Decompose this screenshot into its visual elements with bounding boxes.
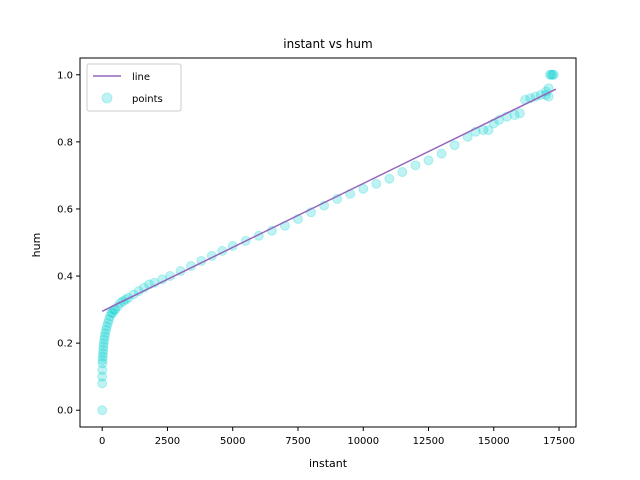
y-tick-label: 1.0 <box>57 70 73 81</box>
data-point <box>97 371 108 382</box>
legend-label-points: points <box>132 94 163 105</box>
y-tick-label: 0.6 <box>57 204 73 215</box>
data-point <box>546 69 557 80</box>
data-point <box>544 69 555 80</box>
data-point <box>514 108 525 119</box>
data-point <box>509 110 520 121</box>
data-point <box>97 351 108 362</box>
fit-line <box>101 88 557 312</box>
x-tick-label: 10000 <box>347 436 379 447</box>
data-point <box>99 331 110 342</box>
data-point <box>103 314 114 325</box>
y-tick-label: 0.0 <box>57 406 73 417</box>
data-point <box>101 321 112 332</box>
data-point <box>99 334 110 345</box>
data-point <box>547 69 558 80</box>
data-point <box>97 348 108 359</box>
y-tick-label: 0.2 <box>57 339 73 350</box>
data-point <box>98 338 109 349</box>
data-point <box>97 358 108 369</box>
y-axis-ticks: 0.0 0.2 0.4 0.6 0.8 1.0 <box>57 70 80 417</box>
data-point <box>106 307 117 318</box>
x-tick-label: 7500 <box>285 436 310 447</box>
data-point <box>100 328 111 339</box>
data-point <box>410 160 421 171</box>
y-tick-label: 0.8 <box>57 137 73 148</box>
x-tick-label: 2500 <box>155 436 180 447</box>
plot-area <box>97 69 559 416</box>
data-point <box>102 318 113 329</box>
legend: line points <box>86 63 182 112</box>
data-point <box>384 173 395 184</box>
x-tick-label: 0 <box>99 436 105 447</box>
data-point <box>423 155 434 166</box>
legend-label-line: line <box>132 72 150 83</box>
data-point <box>98 344 109 355</box>
x-tick-label: 5000 <box>220 436 245 447</box>
data-point <box>449 140 460 151</box>
data-point <box>105 311 116 322</box>
data-point <box>97 378 108 389</box>
data-point <box>397 167 408 178</box>
chart-title: instant vs hum <box>283 37 372 51</box>
y-axis-label: hum <box>30 233 43 258</box>
data-point <box>97 354 108 365</box>
data-point <box>436 148 447 159</box>
data-point <box>101 324 112 335</box>
data-point <box>358 183 369 194</box>
data-point <box>483 125 494 136</box>
x-tick-label: 15000 <box>478 436 510 447</box>
legend-point-swatch <box>101 92 113 104</box>
data-point <box>97 405 108 416</box>
x-axis-ticks: 0 2500 5000 7500 10000 12500 15000 17500 <box>99 427 575 447</box>
data-point <box>371 178 382 189</box>
x-tick-label: 17500 <box>543 436 575 447</box>
data-point <box>98 341 109 352</box>
data-point <box>548 69 559 80</box>
x-tick-label: 12500 <box>413 436 445 447</box>
data-point <box>97 364 108 375</box>
data-point <box>478 125 489 136</box>
axes-frame <box>79 57 577 428</box>
y-tick-label: 0.4 <box>57 272 73 283</box>
x-axis-label: instant <box>309 457 348 470</box>
data-point <box>107 307 118 318</box>
